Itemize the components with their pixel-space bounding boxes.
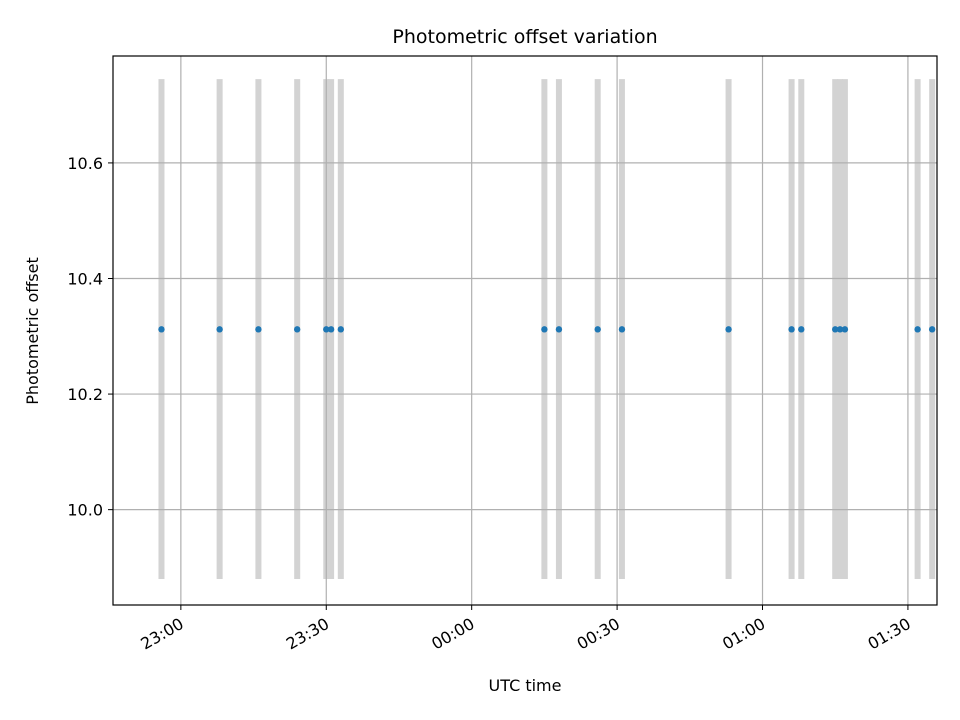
data-points bbox=[158, 326, 936, 333]
data-point bbox=[914, 326, 921, 333]
plot-frame bbox=[112, 55, 938, 606]
data-point bbox=[928, 326, 936, 333]
y-axis-label: Photometric offset bbox=[23, 257, 42, 405]
data-point bbox=[618, 326, 626, 333]
y-tick-label: 10.4 bbox=[67, 269, 103, 288]
data-point bbox=[337, 326, 345, 333]
y-tick-label: 10.6 bbox=[67, 154, 103, 173]
data-point bbox=[841, 326, 849, 333]
data-point bbox=[158, 326, 165, 333]
data-point bbox=[836, 326, 844, 333]
y-tick-label: 10.0 bbox=[67, 501, 103, 520]
y-tick-label: 10.2 bbox=[67, 385, 103, 404]
data-point bbox=[832, 326, 839, 333]
x-axis-label: UTC time bbox=[489, 676, 562, 695]
chart-title: Photometric offset variation bbox=[392, 26, 657, 48]
data-point bbox=[798, 326, 805, 333]
grid bbox=[113, 56, 937, 605]
data-point bbox=[541, 326, 548, 333]
data-point bbox=[594, 326, 601, 333]
y-axis-ticks: 10.0 10.2 10.4 10.6 bbox=[67, 154, 113, 520]
data-point bbox=[327, 326, 335, 333]
data-point bbox=[293, 326, 301, 333]
data-point bbox=[788, 326, 795, 333]
data-point bbox=[216, 326, 223, 333]
data-point bbox=[725, 326, 732, 333]
data-point bbox=[323, 326, 330, 333]
data-point bbox=[255, 326, 262, 333]
data-point bbox=[555, 326, 563, 333]
